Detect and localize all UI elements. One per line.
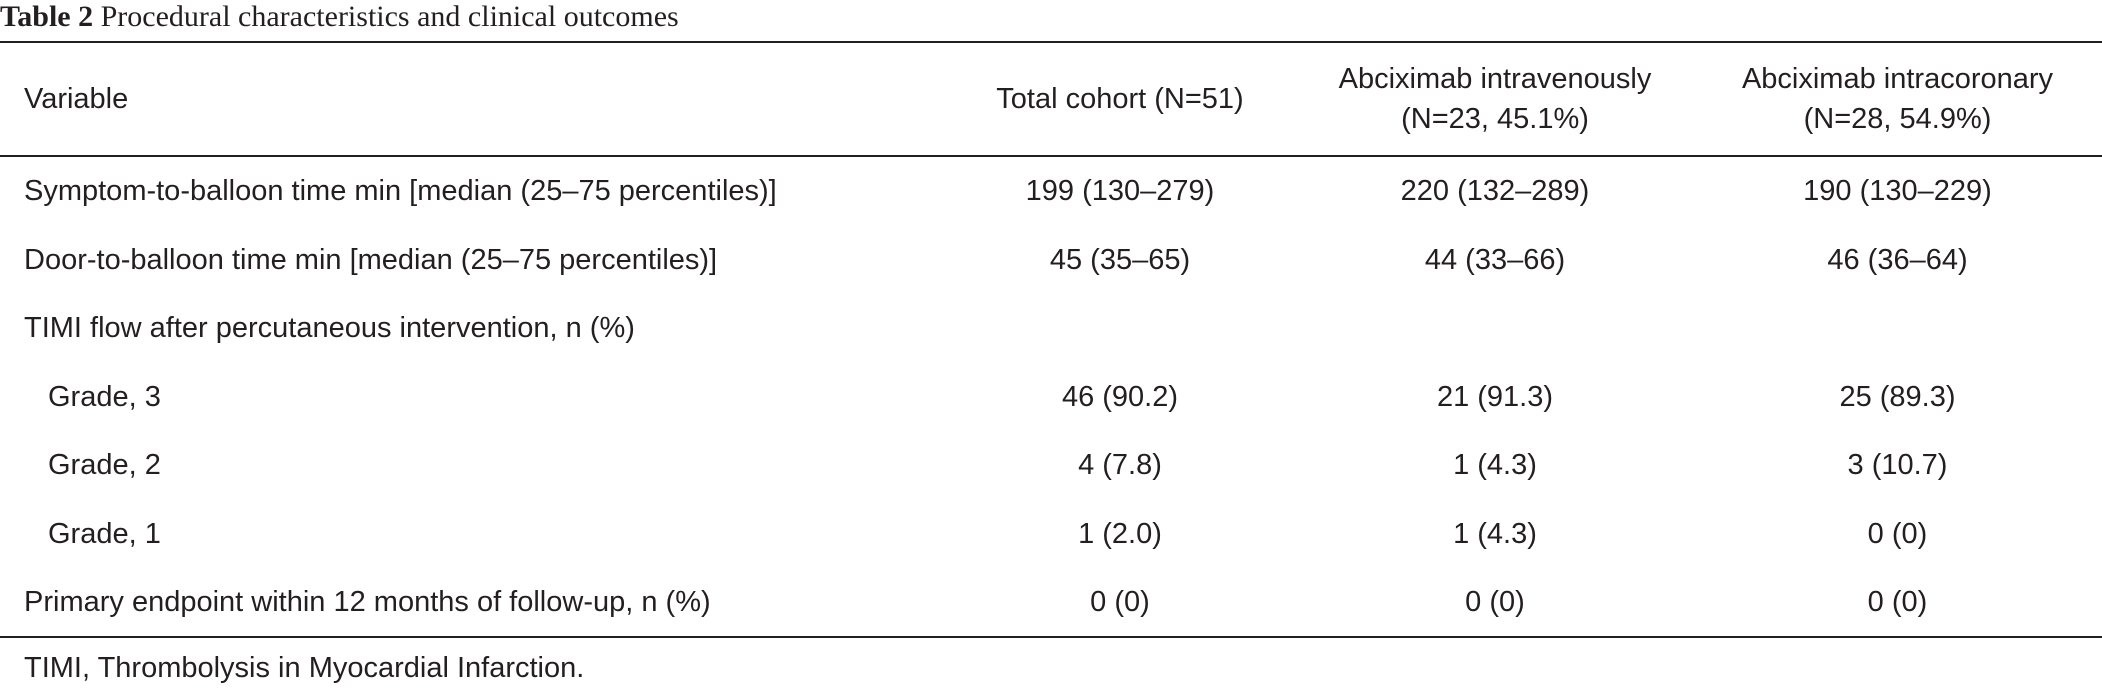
cell-abciximab-iv: 220 (132–289) bbox=[1400, 175, 1590, 207]
cell-variable: Grade, 3 bbox=[48, 381, 161, 413]
cell-variable: Grade, 1 bbox=[48, 518, 161, 550]
table-title: Procedural characteristics and clinical … bbox=[100, 0, 679, 33]
bottom-rule bbox=[0, 636, 2102, 638]
cell-abciximab-iv: 1 (4.3) bbox=[1453, 449, 1537, 481]
cell-abciximab-ic: 0 (0) bbox=[1867, 586, 1928, 618]
header-total-cohort: Total cohort (N=51) bbox=[910, 43, 1330, 155]
cell-total-cohort: 199 (130–279) bbox=[1025, 175, 1215, 207]
cell-abciximab-iv: 44 (33–66) bbox=[1424, 244, 1566, 276]
cell-total-cohort: 45 (35–65) bbox=[1049, 244, 1191, 276]
header-rule bbox=[0, 155, 2102, 157]
header-abciximab-iv-line2: (N=23, 45.1%) bbox=[1401, 103, 1589, 135]
table-caption: Table 2 Procedural characteristics and c… bbox=[0, 0, 679, 34]
cell-total-cohort: 1 (2.0) bbox=[1078, 518, 1162, 550]
cell-abciximab-ic: 0 (0) bbox=[1867, 518, 1928, 550]
cell-abciximab-ic: 25 (89.3) bbox=[1839, 381, 1956, 413]
table-footnote: TIMI, Thrombolysis in Myocardial Infarct… bbox=[24, 652, 585, 684]
cell-abciximab-ic: 190 (130–229) bbox=[1803, 175, 1992, 207]
cell-abciximab-ic: 46 (36–64) bbox=[1827, 244, 1968, 276]
cell-total-cohort: 4 (7.8) bbox=[1078, 449, 1162, 481]
cell-variable: Primary endpoint within 12 months of fol… bbox=[24, 586, 711, 618]
cell-total-cohort: 0 (0) bbox=[1090, 586, 1150, 618]
header-abciximab-ic: Abciximab intracoronary (N=28, 54.9%) bbox=[1695, 43, 2100, 155]
cell-abciximab-iv: 1 (4.3) bbox=[1453, 518, 1537, 550]
top-rule bbox=[0, 41, 2102, 43]
cell-variable: TIMI flow after percutaneous interventio… bbox=[24, 312, 635, 344]
header-abciximab-ic-line1: Abciximab intracoronary bbox=[1741, 63, 2054, 95]
cell-total-cohort: 46 (90.2) bbox=[1061, 381, 1179, 413]
header-total-cohort-label: Total cohort (N=51) bbox=[996, 83, 1244, 115]
header-variable: Variable bbox=[24, 43, 128, 155]
header-abciximab-iv-line1: Abciximab intravenously bbox=[1338, 63, 1652, 95]
cell-abciximab-iv: 0 (0) bbox=[1465, 586, 1525, 618]
cell-variable: Grade, 2 bbox=[48, 449, 161, 481]
cell-abciximab-iv: 21 (91.3) bbox=[1436, 381, 1554, 413]
table-number: Table 2 bbox=[0, 0, 94, 33]
header-abciximab-ic-line2: (N=28, 54.9%) bbox=[1803, 103, 1992, 135]
header-abciximab-iv: Abciximab intravenously (N=23, 45.1%) bbox=[1300, 43, 1690, 155]
cell-abciximab-ic: 3 (10.7) bbox=[1847, 449, 1948, 481]
header-variable-label: Variable bbox=[24, 83, 129, 115]
cell-variable: Door-to-balloon time min [median (25–75 … bbox=[24, 244, 718, 276]
cell-variable: Symptom-to-balloon time min [median (25–… bbox=[24, 175, 777, 207]
